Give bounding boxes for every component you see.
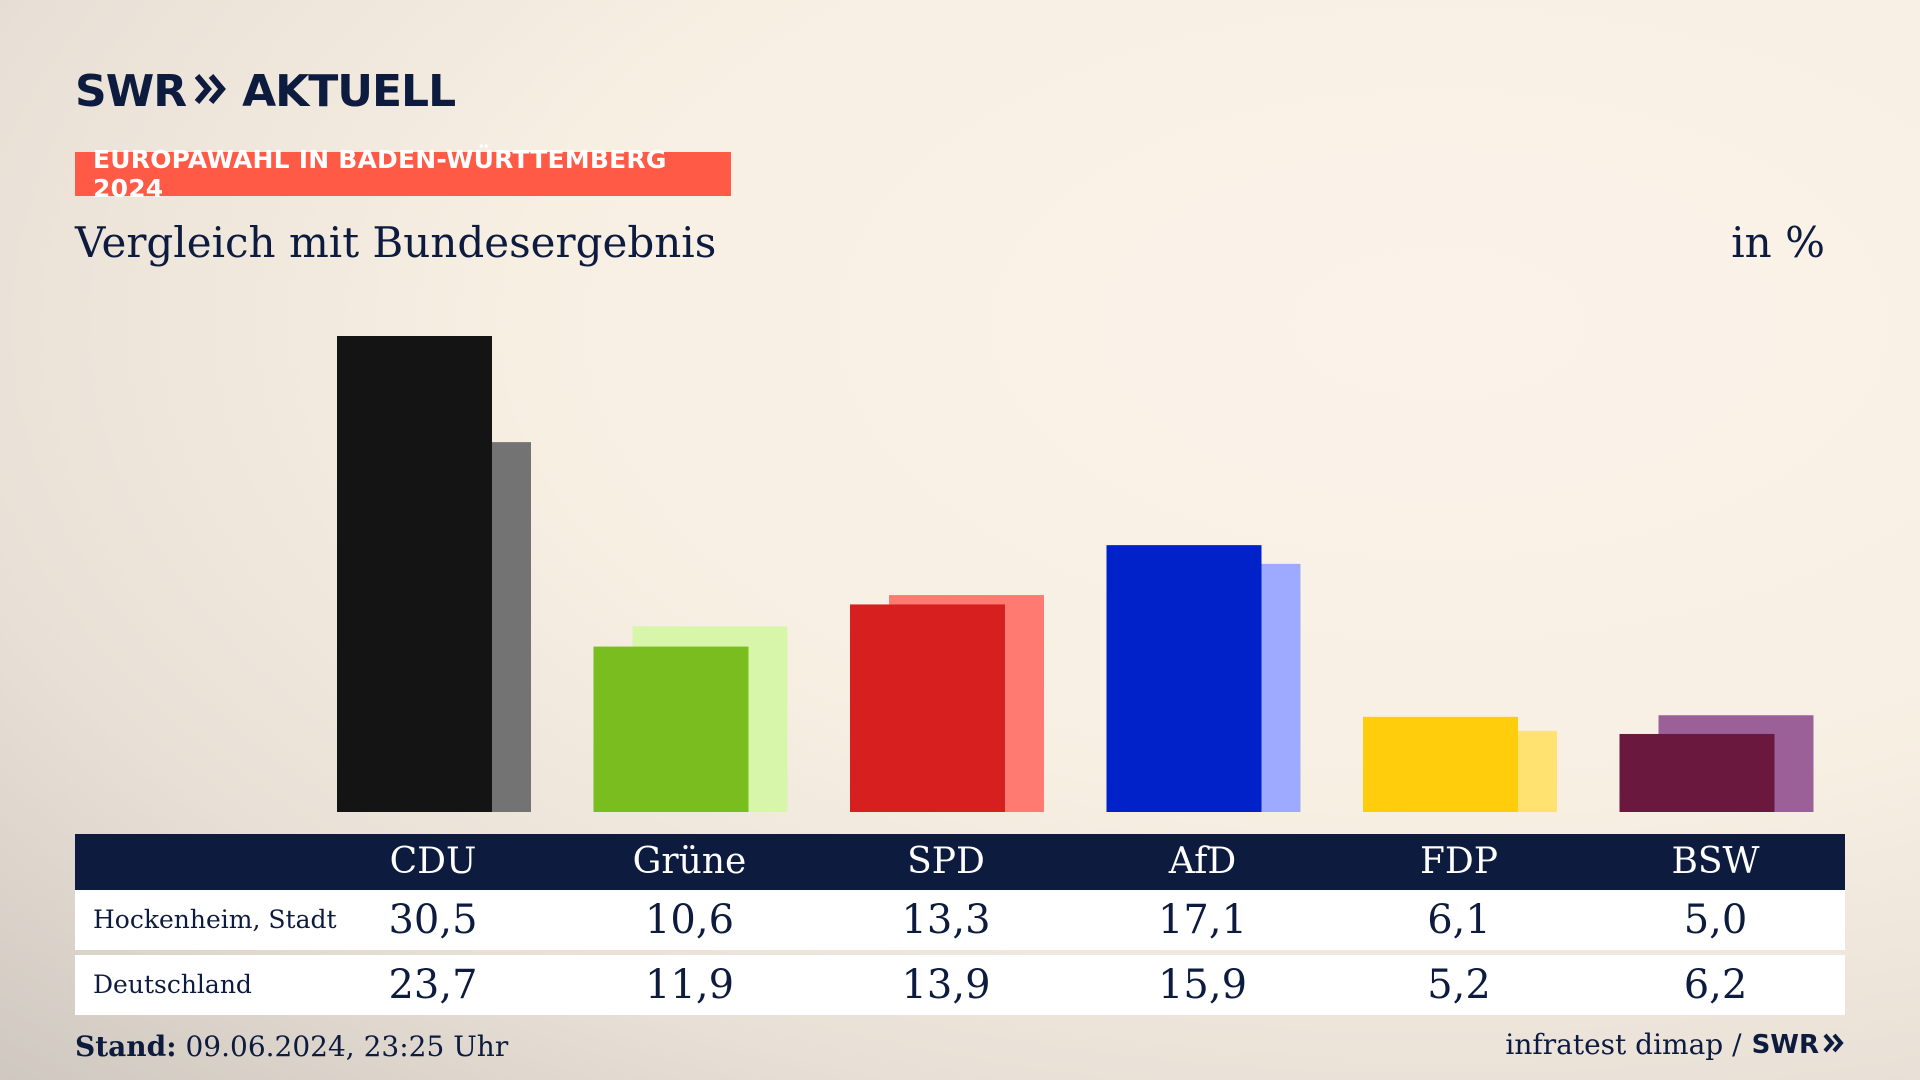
bar-hockenheim-fdp <box>1363 716 1518 812</box>
table-header: CDU Grüne SPD AfD FDP BSW <box>75 834 1845 890</box>
value-cell-spd: 13,3 <box>901 897 991 943</box>
stand-label: Stand: <box>75 1030 177 1063</box>
column-header-fdp: FDP <box>1419 841 1499 882</box>
bar-hockenheim-spd <box>850 604 1005 812</box>
double-chevron-icon <box>194 72 228 110</box>
source-text: infratest dimap / <box>1505 1028 1742 1061</box>
table-row: Hockenheim, Stadt 30,5 10,6 13,3 17,1 6,1 5,0 <box>75 890 1845 950</box>
source-brand: SWR <box>1751 1029 1819 1060</box>
swr-aktuell-logo: SWR AKTUELL <box>75 65 456 117</box>
source-credit: infratest dimap / SWR <box>1505 1028 1845 1061</box>
table-row: Deutschland 23,7 11,9 13,9 15,9 5,2 6,2 <box>75 955 1845 1015</box>
unit-label: in % <box>1731 218 1825 267</box>
bar-chart <box>337 336 1814 812</box>
column-header-spd: SPD <box>907 841 985 882</box>
column-header-bsw: BSW <box>1671 841 1760 882</box>
column-header-afd: AfD <box>1168 841 1237 882</box>
column-header-cdu: CDU <box>389 841 477 882</box>
value-cell-fdp: 6,1 <box>1427 897 1491 943</box>
bar-hockenheim-afd <box>1106 545 1262 812</box>
value-cell-bsw: 6,2 <box>1683 962 1748 1008</box>
column-header-grüne: Grüne <box>632 841 747 882</box>
value-cell-cdu: 23,7 <box>388 962 478 1008</box>
row-label: Hockenheim, Stadt <box>93 905 337 934</box>
value-cell-grüne: 11,9 <box>644 962 735 1008</box>
value-cell-grüne: 10,6 <box>644 897 735 943</box>
double-chevron-icon <box>1823 1028 1845 1061</box>
bar-hockenheim-bsw <box>1619 733 1775 812</box>
value-cell-spd: 13,9 <box>901 962 991 1008</box>
results-table: CDU Grüne SPD AfD FDP BSW Hockenheim, Stadt 3… <box>75 834 1845 1015</box>
chart-subtitle: Vergleich mit Bundesergebnis <box>75 218 717 267</box>
value-cell-bsw: 5,0 <box>1683 897 1748 943</box>
value-cell-fdp: 5,2 <box>1427 962 1491 1008</box>
value-cell-afd: 15,9 <box>1157 962 1248 1008</box>
stand-value: 09.06.2024, 23:25 Uhr <box>185 1030 509 1063</box>
value-cell-afd: 17,1 <box>1157 897 1248 943</box>
logo-swr-text: SWR <box>75 65 187 117</box>
timestamp: Stand: 09.06.2024, 23:25 Uhr <box>75 1030 508 1063</box>
value-cell-cdu: 30,5 <box>388 897 478 943</box>
bar-hockenheim-grüne <box>593 646 749 812</box>
row-label: Deutschland <box>93 970 252 999</box>
logo-aktuell-text: AKTUELL <box>242 65 456 117</box>
bar-hockenheim-cdu <box>337 336 492 812</box>
